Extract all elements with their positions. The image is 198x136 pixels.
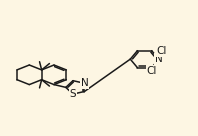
Text: S: S (70, 89, 76, 99)
Text: N: N (81, 78, 88, 88)
Text: Cl: Cl (147, 66, 157, 76)
Text: N: N (155, 54, 163, 64)
Text: Cl: Cl (156, 46, 166, 56)
